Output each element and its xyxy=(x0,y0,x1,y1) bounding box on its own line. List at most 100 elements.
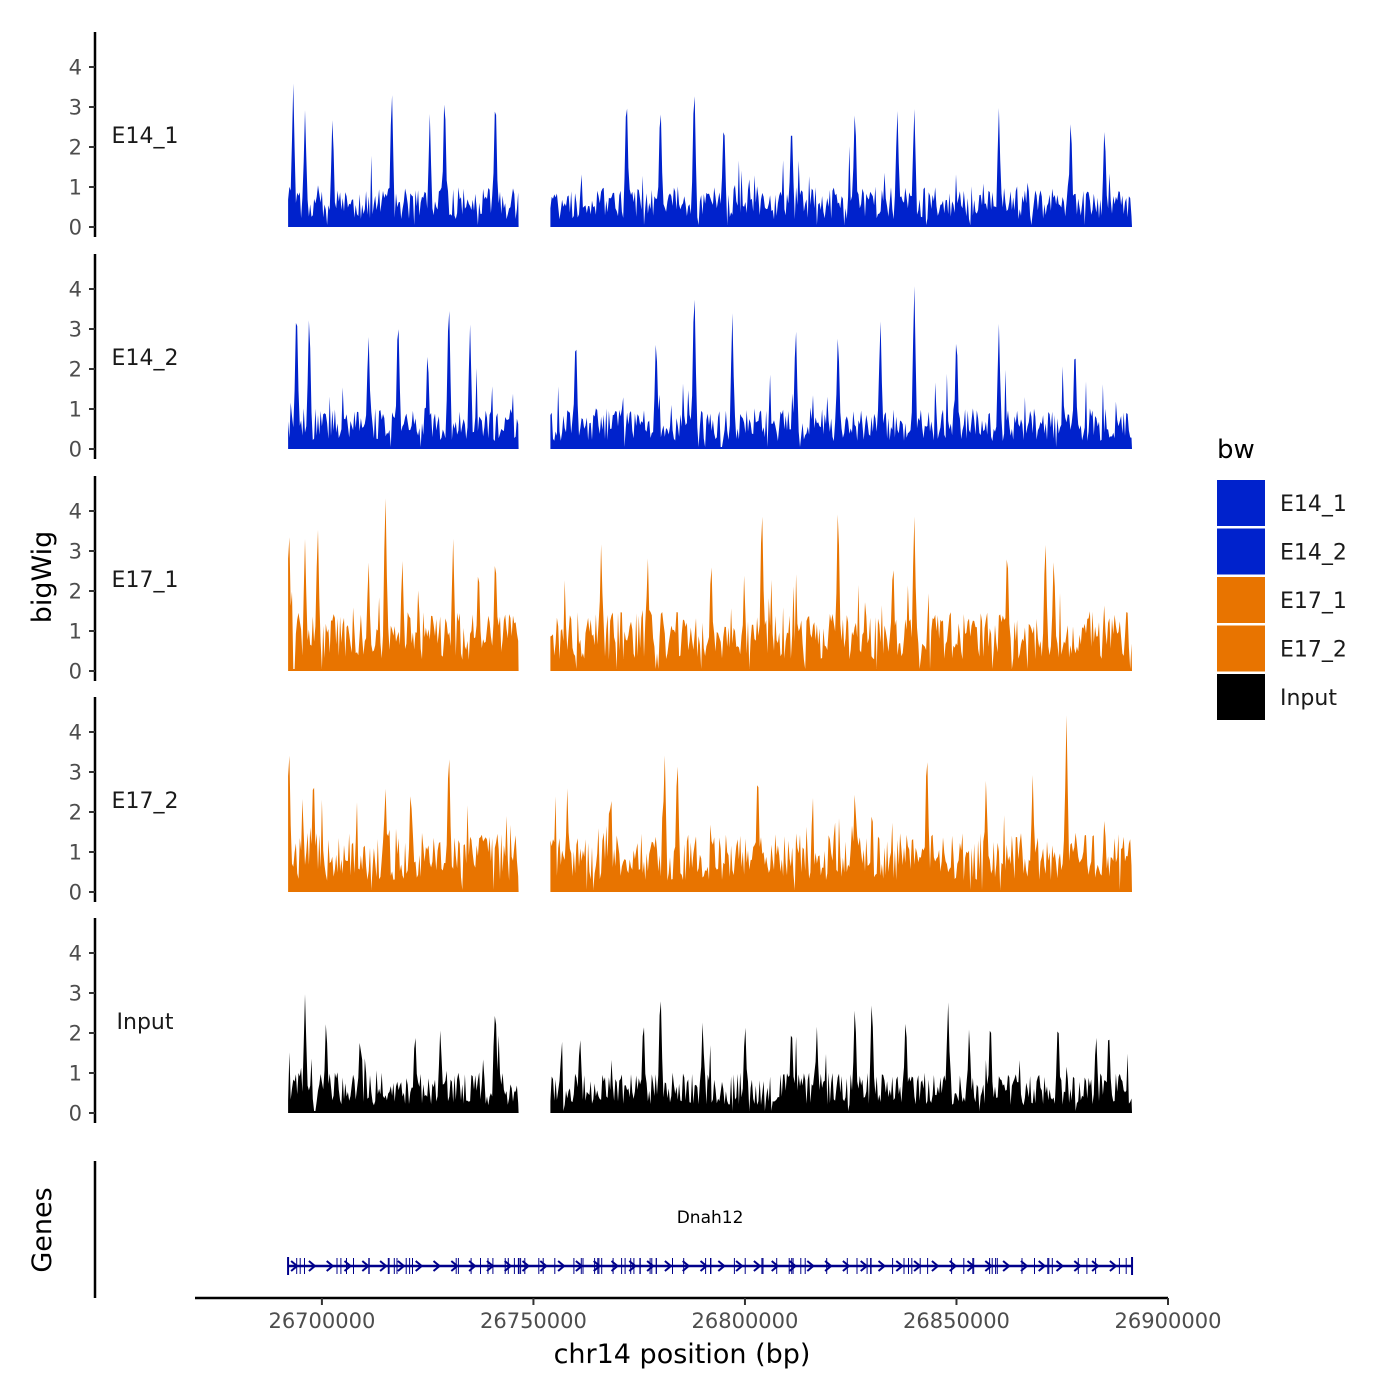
y-axis-title: bigWig xyxy=(27,531,58,624)
strand-arrow xyxy=(860,1260,869,1272)
strand-arrow xyxy=(646,1260,655,1272)
legend-swatch xyxy=(1217,528,1265,575)
legend-label: E17_1 xyxy=(1280,589,1347,614)
strand-arrow xyxy=(735,1260,744,1272)
strand-arrow xyxy=(557,1260,566,1272)
y-tick-label: 3 xyxy=(69,982,82,1006)
strand-arrow xyxy=(521,1260,531,1272)
strand-arrow xyxy=(877,1260,887,1272)
strand-arrow xyxy=(486,1260,495,1272)
y-tick-label: 4 xyxy=(69,56,82,80)
strand-arrow xyxy=(326,1260,335,1272)
y-tick-label: 3 xyxy=(69,318,82,342)
legend-entry-E17_2: E17_2 xyxy=(1217,625,1347,672)
strand-arrow xyxy=(682,1260,691,1272)
strand-arrow xyxy=(415,1260,424,1272)
x-tick-label: 26750000 xyxy=(480,1309,587,1333)
strand-arrow xyxy=(1073,1260,1082,1272)
strand-arrow xyxy=(610,1260,620,1272)
x-tick-label: 26900000 xyxy=(1115,1309,1222,1333)
y-tick-label: 0 xyxy=(69,216,82,240)
strand-arrow xyxy=(1109,1260,1118,1272)
strand-arrow xyxy=(361,1260,370,1272)
strand-arrow xyxy=(1038,1260,1047,1272)
x-axis-title: chr14 position (bp) xyxy=(554,1339,811,1370)
y-tick-label: 0 xyxy=(69,438,82,462)
strand-arrow xyxy=(450,1260,459,1272)
bigwig-tracks: 0 1 2 3 4 E14_1 0 1 2 3 4 E14_2 0 1 2 3 4 E17_1 0 1 2 3 4 E17_2… xyxy=(69,32,1132,1126)
coverage-area xyxy=(288,994,519,1113)
y-tick-label: 3 xyxy=(69,96,82,120)
strand-arrow xyxy=(895,1260,904,1272)
strand-arrow xyxy=(308,1260,317,1272)
strand-arrow xyxy=(432,1260,442,1272)
y-tick-label: 2 xyxy=(69,136,82,160)
strand-arrow xyxy=(717,1260,726,1272)
legend-label: Input xyxy=(1280,686,1337,711)
strand-arrow xyxy=(504,1260,513,1272)
strand-arrow xyxy=(664,1260,673,1272)
strand-arrow xyxy=(966,1260,976,1272)
legend-title: bw xyxy=(1217,435,1255,465)
x-axis: 26700000 26750000 26800000 26850000 26900000 xyxy=(195,1296,1222,1333)
track-Input: 0 1 2 3 4 Input xyxy=(69,918,1132,1126)
legend-label: E17_2 xyxy=(1280,638,1347,663)
strand-arrow xyxy=(984,1260,993,1272)
strand-arrow xyxy=(1091,1260,1100,1272)
strand-arrow xyxy=(949,1260,958,1272)
strand-arrow xyxy=(575,1260,584,1272)
strand-arrow xyxy=(1055,1260,1065,1272)
strand-arrow xyxy=(913,1260,922,1272)
strand-arrow xyxy=(290,1260,299,1272)
coverage-area xyxy=(550,715,1132,892)
strand-arrow xyxy=(771,1260,780,1272)
strand-arrow xyxy=(343,1260,353,1272)
legend-entry-E14_2: E14_2 xyxy=(1217,528,1347,575)
track-label: E17_2 xyxy=(112,789,179,814)
strand-arrow xyxy=(824,1260,833,1272)
genes-track: Genes Dnah12 xyxy=(27,1161,1134,1298)
track-E17_1: 0 1 2 3 4 E17_1 xyxy=(69,476,1132,684)
legend-swatch xyxy=(1217,480,1265,526)
track-label: E14_1 xyxy=(112,124,179,149)
legend-entry-E17_1: E17_1 xyxy=(1217,577,1347,623)
y-tick-label: 2 xyxy=(69,801,82,825)
y-tick-label: 2 xyxy=(69,358,82,382)
strand-arrow xyxy=(468,1260,477,1272)
genes-track-title: Genes xyxy=(27,1187,58,1272)
legend-swatch xyxy=(1217,625,1265,672)
y-tick-label: 4 xyxy=(69,278,82,302)
strand-arrow xyxy=(379,1260,388,1272)
strand-arrow xyxy=(806,1260,815,1272)
coverage-area xyxy=(288,83,519,227)
strand-arrow xyxy=(397,1260,406,1272)
x-tick-label: 26850000 xyxy=(903,1309,1010,1333)
legend-label: E14_1 xyxy=(1280,492,1347,517)
x-tick-label: 26700000 xyxy=(268,1309,375,1333)
legend-entry-E14_1: E14_1 xyxy=(1217,480,1347,526)
y-tick-label: 4 xyxy=(69,500,82,524)
y-tick-label: 1 xyxy=(69,176,82,200)
legend-entry-Input: Input xyxy=(1217,674,1337,720)
y-tick-label: 2 xyxy=(69,580,82,604)
legend-swatch xyxy=(1217,674,1265,720)
strand-arrow xyxy=(788,1260,798,1272)
track-E14_2: 0 1 2 3 4 E14_2 xyxy=(69,254,1132,462)
y-tick-label: 2 xyxy=(69,1022,82,1046)
legend: bw E14_1 E14_2 E17_1 E17_2 Input xyxy=(1217,435,1347,720)
y-tick-label: 3 xyxy=(69,761,82,785)
y-tick-label: 1 xyxy=(69,620,82,644)
strand-arrow xyxy=(1002,1260,1011,1272)
gene-label: Dnah12 xyxy=(677,1208,744,1228)
y-tick-label: 0 xyxy=(69,660,82,684)
x-tick-label: 26800000 xyxy=(692,1309,799,1333)
y-tick-label: 0 xyxy=(69,1102,82,1126)
y-tick-label: 0 xyxy=(69,881,82,905)
track-label: E17_1 xyxy=(112,568,179,593)
strand-arrow xyxy=(699,1260,709,1272)
track-label: Input xyxy=(117,1010,174,1035)
strand-arrow xyxy=(1020,1260,1029,1272)
coverage-area xyxy=(550,1001,1132,1113)
y-tick-label: 1 xyxy=(69,1062,82,1086)
